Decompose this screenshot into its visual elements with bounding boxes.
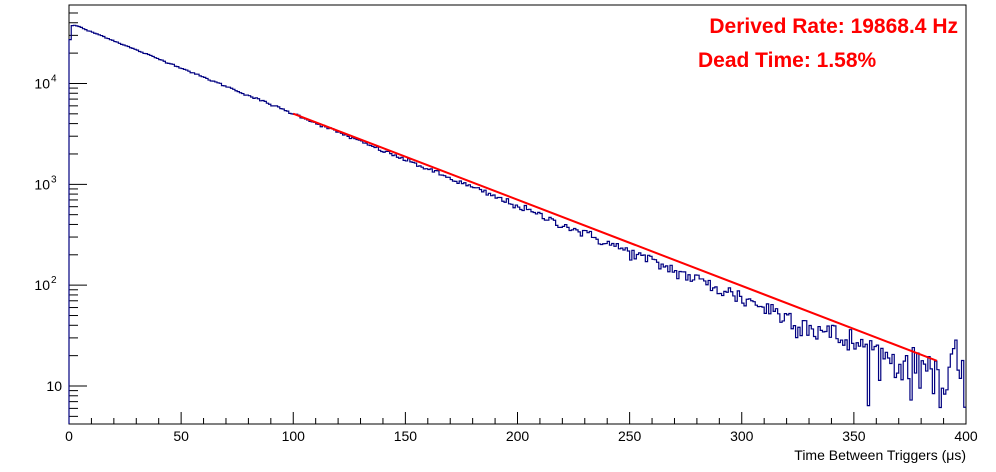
y-tick-base: 10 <box>46 378 62 394</box>
histogram-series-line <box>68 24 966 424</box>
y-tick-label: 10 3 <box>34 174 57 192</box>
y-tick-base: 10 <box>34 277 50 293</box>
y-tick-base: 10 <box>34 75 50 91</box>
fit-series-line <box>292 112 938 362</box>
x-tick-label: 300 <box>730 428 754 444</box>
x-tick-label: 200 <box>506 428 530 444</box>
y-tick-label: 10 2 <box>34 275 57 293</box>
y-tick-exponent: 3 <box>51 174 57 185</box>
series-layer <box>68 24 966 424</box>
x-tick-label: 0 <box>65 428 73 444</box>
x-tick-label: 250 <box>618 428 642 444</box>
y-tick-label: 10 4 <box>34 73 57 91</box>
y-tick-base: 10 <box>34 176 50 192</box>
x-tick-label: 400 <box>954 428 978 444</box>
dead-time-annotation: Dead Time: 1.58% <box>698 49 877 72</box>
y-tick-exponent: 2 <box>51 275 57 286</box>
x-tick-label: 350 <box>842 428 866 444</box>
x-tick-label: 100 <box>282 428 306 444</box>
x-tick-label: 150 <box>394 428 418 444</box>
x-axis-title: Time Between Triggers (μs) <box>794 447 966 463</box>
x-tick-label: 50 <box>173 428 189 444</box>
y-tick-exponent: 4 <box>51 73 57 84</box>
derived-rate-annotation: Derived Rate: 19868.4 Hz <box>709 15 958 38</box>
y-tick-label: 10 <box>46 378 62 394</box>
